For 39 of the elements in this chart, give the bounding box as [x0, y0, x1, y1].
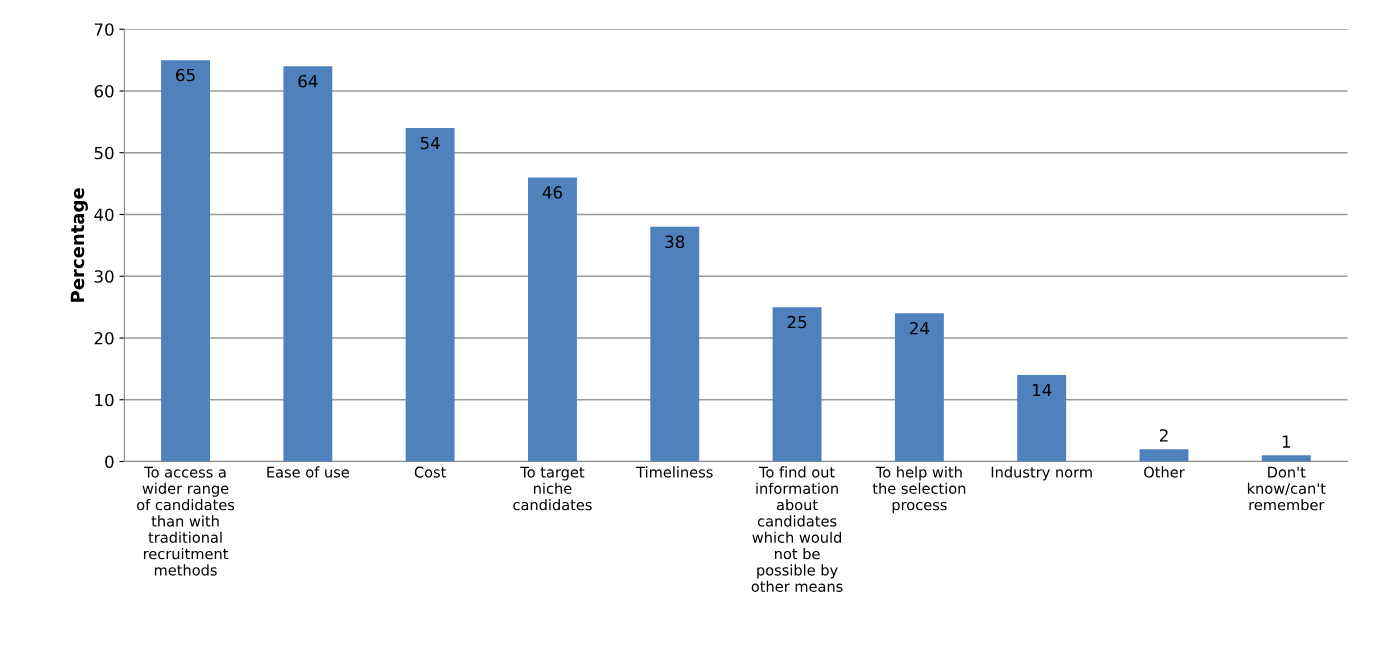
x-tick-label: Industry norm — [991, 466, 1092, 481]
bar — [894, 313, 944, 462]
data-label: 46 — [542, 186, 563, 199]
y-tick-label: 40 — [94, 208, 114, 222]
data-label: 14 — [1032, 383, 1052, 397]
data-label: 38 — [665, 235, 685, 249]
bar — [1261, 455, 1311, 462]
x-tick-label: Timeliness — [636, 466, 713, 478]
data-label: 25 — [787, 315, 807, 329]
data-label: 65 — [176, 68, 195, 82]
y-tick-label: 30 — [94, 270, 114, 283]
bar — [1017, 375, 1067, 462]
x-tick-label: To target niche candidates — [513, 466, 592, 511]
data-label: 64 — [298, 74, 318, 88]
bar — [527, 177, 577, 462]
x-tick-label: To access a wider range of candidates than with traditional recruitment methods — [137, 466, 235, 576]
x-tick-label: Don't know/can't remember — [1247, 466, 1326, 511]
bar — [161, 60, 210, 462]
data-label: 24 — [909, 321, 930, 335]
y-tick-label: 70 — [94, 23, 114, 36]
y-tick-label: 0 — [105, 455, 114, 469]
x-tick-label: Ease of use — [267, 466, 349, 478]
bar — [283, 66, 333, 462]
y-tick-label: 50 — [94, 146, 114, 160]
y-axis-title: Percentage — [70, 188, 88, 302]
bar — [772, 307, 822, 462]
data-label: 54 — [420, 136, 440, 150]
bar — [650, 226, 700, 462]
x-tick-label: To help with the selection process — [872, 466, 966, 514]
data-label: 2 — [1159, 429, 1168, 442]
x-tick-label: Other — [1144, 466, 1185, 478]
x-tick-label: Cost — [414, 466, 447, 478]
x-tick-label: To find out information about candidates which would not be possible by other means — [751, 466, 843, 592]
y-tick-label: 10 — [95, 393, 114, 407]
bar — [405, 128, 455, 462]
bar — [1139, 449, 1189, 462]
y-tick-label: 60 — [94, 84, 114, 98]
data-label: 1 — [1282, 435, 1291, 448]
y-tick-label: 20 — [94, 331, 114, 345]
